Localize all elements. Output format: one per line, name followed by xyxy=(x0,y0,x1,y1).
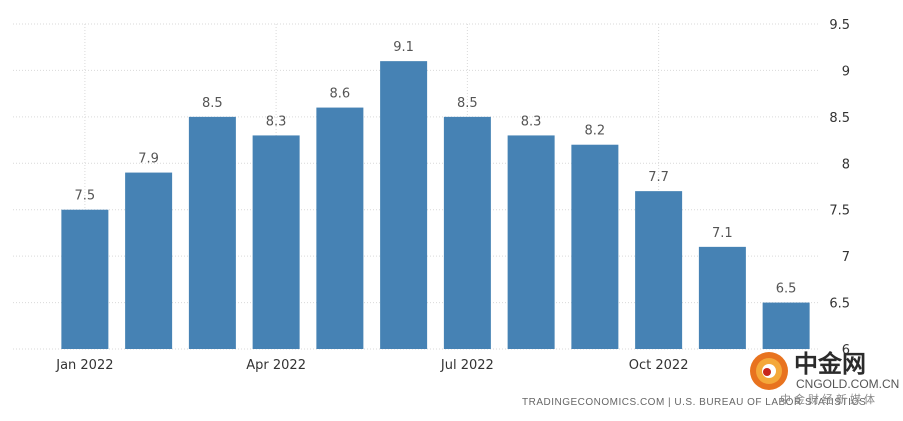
bar xyxy=(61,209,109,349)
bar xyxy=(188,116,236,349)
y-tick-label: 9 xyxy=(842,64,850,79)
y-tick-label: 8 xyxy=(842,157,850,172)
cngold-logo-icon xyxy=(750,352,788,390)
data-labels: 7.5 7.9 8.5 8.3 8.6 9.1 8.5 8.3 8.2 7.7 7.1 6.5 xyxy=(75,40,797,296)
bar xyxy=(380,61,428,350)
bar xyxy=(571,144,619,349)
y-tick-label: 7.5 xyxy=(829,204,850,219)
bar-value-label: 7.9 xyxy=(138,152,159,167)
bar-value-label: 9.1 xyxy=(393,40,414,55)
x-tick-label: Apr 2022 xyxy=(246,358,306,373)
y-tick-label: 6.5 xyxy=(829,297,850,312)
y-tick-label: 9.5 xyxy=(829,18,850,33)
bar-value-label: 8.3 xyxy=(521,114,542,129)
bar xyxy=(698,246,746,349)
bar-value-label: 8.5 xyxy=(202,96,223,111)
y-tick-label: 7 xyxy=(842,250,850,265)
x-tick-label: Jan 2022 xyxy=(55,358,113,373)
bar xyxy=(252,135,300,349)
source-note: TRADINGECONOMICS.COM | U.S. BUREAU OF LA… xyxy=(522,397,867,408)
y-axis-ticks: 6 6.5 7 7.5 8 8.5 9 9.5 xyxy=(829,18,850,358)
watermark: 中金网 CNGOLD.COM.CN 中金财经新媒体 xyxy=(748,344,900,406)
watermark-subtitle: 中金财经新媒体 xyxy=(780,393,878,406)
y-tick-label: 6 xyxy=(842,343,850,358)
bar-value-label: 6.5 xyxy=(776,282,797,297)
bar xyxy=(635,191,683,349)
x-tick-label: Jul 2022 xyxy=(440,358,494,373)
bar xyxy=(316,107,364,349)
bar xyxy=(443,116,491,349)
watermark-title: 中金网 xyxy=(794,350,866,378)
bar-value-label: 8.5 xyxy=(457,96,478,111)
x-tick-label: Oct 2022 xyxy=(629,358,689,373)
bar xyxy=(762,302,810,349)
bar xyxy=(507,135,555,349)
x-axis-ticks: Jan 2022 Apr 2022 Jul 2022 Oct 2022 xyxy=(55,358,688,373)
y-tick-label: 8.5 xyxy=(829,111,850,126)
bar-value-label: 7.5 xyxy=(75,189,96,204)
bar xyxy=(125,172,173,349)
watermark-domain: CNGOLD.COM.CN xyxy=(796,377,900,391)
bars xyxy=(61,61,810,350)
bar-value-label: 8.2 xyxy=(585,124,606,139)
bar-value-label: 8.3 xyxy=(266,114,287,129)
bar-value-label: 8.6 xyxy=(330,87,351,102)
bar-value-label: 7.1 xyxy=(712,226,733,241)
bar-value-label: 7.7 xyxy=(648,170,669,185)
